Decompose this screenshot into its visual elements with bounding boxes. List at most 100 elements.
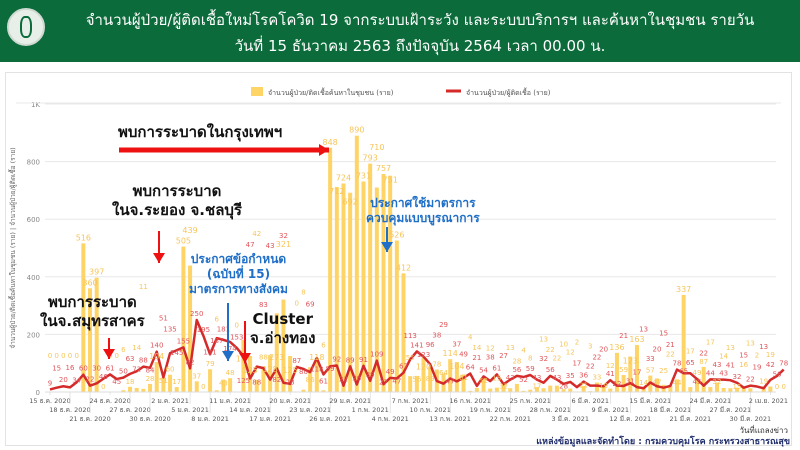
bar [274, 313, 279, 392]
bar-data-label: 0 [68, 352, 72, 360]
bar [674, 379, 679, 392]
bar-data-label: 33 [592, 373, 601, 381]
annotation-decree: ประกาศข้อกำหนด (ฉบับที่ 15) มาตรการทางสั… [189, 252, 288, 297]
legend-swatch-bar [251, 87, 263, 96]
bar-data-label: 0 [235, 321, 239, 329]
bar-data-label: 52 [479, 377, 488, 385]
y-axis-label: จำนวนผู้ป่วย/ติดเชื้อค้นหาในชุมชน (ราย) … [8, 147, 17, 348]
line-data-label: 195 [197, 326, 210, 334]
line-data-label: 155 [177, 337, 190, 345]
bar-data-label: 48 [226, 369, 235, 377]
bar-data-label: 11 [139, 283, 148, 291]
bar-data-label: 321 [276, 240, 291, 249]
x-axis-label: วันที่แถลงข่าว [740, 424, 789, 435]
bar [541, 388, 546, 392]
bar [561, 389, 566, 392]
bar-data-label: 125 [282, 366, 297, 375]
x-tick-label: 1 ก.พ. 2021 [352, 406, 389, 414]
bar [474, 387, 479, 392]
bar [508, 388, 513, 392]
bar-data-label: 412 [396, 263, 411, 272]
annotation-integrated: ประกาศใช้มาตรการ ควบคุมแบบบูรณาการ [366, 196, 480, 226]
bar-data-label: 526 [389, 231, 404, 240]
line-data-label: 174 [223, 345, 237, 353]
line-data-label: 32 [733, 373, 742, 381]
line-data-label: 250 [190, 310, 203, 318]
line-data-label: 63 [126, 355, 135, 363]
bar [681, 294, 686, 392]
bar [514, 383, 519, 392]
line-data-label: 32 [539, 355, 548, 363]
bar-data-label: 15 [733, 383, 742, 391]
line-data-label: 46 [99, 373, 108, 381]
x-tick-label: 14 ม.ค. 2021 [229, 406, 271, 414]
annotation-cluster-line1: Cluster [252, 310, 313, 328]
line-data-label: 22 [699, 349, 708, 357]
bar [194, 381, 199, 392]
bar [628, 356, 633, 392]
bar-data-label: 51 [159, 377, 168, 385]
line-data-label: 22 [612, 380, 621, 388]
bar [641, 387, 646, 392]
x-tick-label: 18 ธ.ค. 2020 [49, 406, 90, 414]
bar [701, 366, 706, 392]
line-data-label: 27 [499, 352, 508, 360]
bar-data-label: 13 [506, 344, 515, 352]
arrow-rayong-head [153, 253, 165, 263]
line-data-label: 65 [679, 368, 688, 376]
bar-data-label: 64 [439, 369, 448, 377]
bar [608, 388, 613, 392]
bar [594, 382, 599, 392]
bar [81, 243, 86, 392]
bar [715, 382, 719, 392]
bar [214, 390, 219, 392]
annotation-samut-line2: ในจ.สมุทรสาคร [40, 311, 145, 330]
bar [428, 366, 433, 392]
line-data-label: 59 [526, 365, 535, 373]
header: จำนวนผู้ป่วย/ผู้ติดเชื้อใหม่โรคโควิด 19 … [0, 0, 800, 62]
bar-data-label: 2 [755, 352, 759, 360]
line-data-label: 131 [203, 349, 216, 357]
x-tick-label: 19 ก.พ. 2021 [470, 406, 511, 414]
bar [461, 374, 466, 392]
bar [334, 186, 339, 392]
legend-label-bar: จำนวนผู้ป่วย/ติดเชื้อค้นหาในชุมชน (ราย) [268, 86, 394, 97]
bar [381, 173, 386, 392]
bar-data-label: 14 [132, 344, 141, 352]
bar [534, 387, 539, 392]
annotation-rayong: พบการระบาด ในจ.ระยอง จ.ชลบุรี [112, 182, 242, 220]
bar-data-label: 516 [76, 233, 91, 242]
line-data-label: 60 [79, 365, 88, 373]
bar-data-label: 86 [306, 376, 315, 384]
line-data-label: 15 [739, 351, 748, 359]
line-data-label: 16 [66, 364, 75, 372]
bar-data-label: 55 [406, 354, 415, 362]
x-tick-label: 27 มี.ค. 2021 [709, 406, 751, 414]
bar-data-label: 14 [719, 353, 728, 361]
bar-data-label: 2 [575, 338, 579, 346]
bar-data-label: 42 [252, 230, 261, 238]
bar [261, 366, 266, 392]
bar [668, 385, 673, 392]
x-tick-label: 17 ม.ค. 2021 [249, 415, 291, 423]
line-data-label: 35 [566, 372, 575, 380]
bar-data-label: 47 [653, 378, 662, 386]
x-tick-label: 18 มี.ค. 2021 [649, 406, 691, 414]
bar [374, 187, 379, 392]
bar [414, 375, 419, 392]
x-tick-label: 21 ธ.ค. 2020 [69, 415, 110, 423]
bar-data-label: 15 [492, 374, 501, 382]
annotation-integrated-line2: ควบคุมแบบบูรณาการ [366, 211, 480, 225]
bar [728, 388, 733, 392]
bar [521, 390, 526, 392]
bar-data-label: 78 [432, 361, 441, 369]
x-tick-label: 12 มี.ค. 2021 [609, 415, 651, 423]
line-data-label: 17 [632, 368, 641, 376]
line-data-label: 17 [572, 360, 581, 368]
bar [494, 387, 499, 392]
bar-data-label: 10 [559, 341, 568, 349]
line-data-label: 56 [773, 370, 782, 378]
bar-data-label: 123 [623, 356, 638, 365]
line-data-label: 78 [673, 360, 682, 368]
bar-data-label: 104 [149, 352, 164, 361]
